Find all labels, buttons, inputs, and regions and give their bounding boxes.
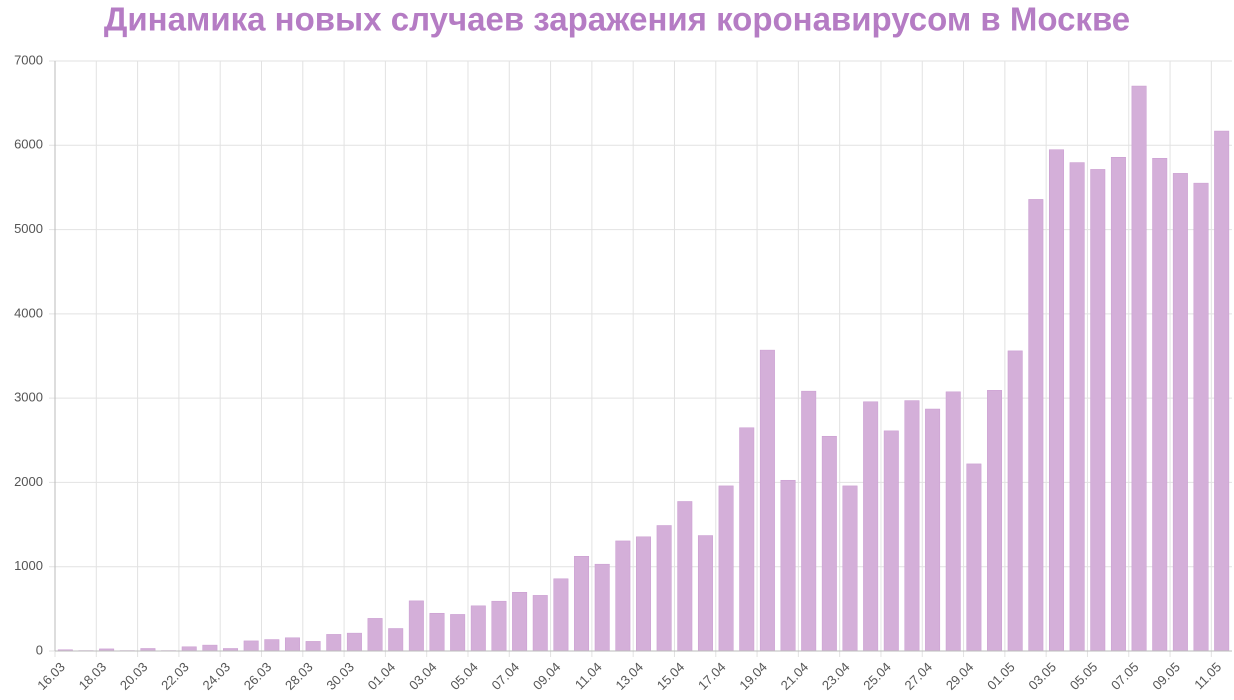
- bar: [1172, 173, 1188, 652]
- bar: [739, 427, 755, 652]
- y-tick-label: 7000: [14, 52, 43, 67]
- bar: [1214, 130, 1230, 652]
- x-tick-label: 01.04: [365, 659, 399, 693]
- bar: [925, 408, 941, 652]
- bar: [202, 644, 218, 652]
- x-tick-label: 05.04: [447, 659, 481, 693]
- x-tick-label: 05.05: [1067, 659, 1101, 693]
- x-tick-label: 27.04: [902, 659, 936, 693]
- y-tick-label: 4000: [14, 305, 43, 320]
- bar: [945, 391, 961, 652]
- bar: [656, 525, 672, 652]
- bar: [408, 600, 424, 652]
- x-tick-label: 11.05: [1191, 659, 1224, 692]
- x-tick-label: 19.04: [736, 659, 770, 693]
- x-tick-label: 07.04: [489, 659, 523, 693]
- x-tick-label: 01.05: [984, 659, 1018, 693]
- bar: [243, 640, 259, 652]
- bar: [450, 614, 466, 652]
- bar: [553, 578, 569, 652]
- x-tick-label: 17.04: [695, 659, 729, 693]
- bar: [346, 632, 362, 652]
- bar: [842, 485, 858, 652]
- bar: [1193, 182, 1209, 652]
- x-tick-label: 21.04: [778, 659, 812, 693]
- bar: [801, 390, 817, 652]
- y-tick-label: 3000: [14, 390, 43, 405]
- bar: [966, 463, 982, 652]
- bar: [780, 479, 796, 652]
- y-tick-label: 0: [36, 642, 43, 657]
- x-tick-label: 07.05: [1108, 659, 1142, 693]
- bar: [697, 535, 713, 652]
- bar: [863, 401, 879, 652]
- bar: [821, 435, 837, 652]
- bar: [1069, 162, 1085, 652]
- bar: [284, 637, 300, 652]
- x-tick-label: 20.03: [117, 659, 151, 693]
- bar: [388, 628, 404, 652]
- bar: [636, 536, 651, 652]
- x-tick-label: 03.04: [406, 659, 440, 693]
- bar: [677, 501, 693, 652]
- bar: [883, 430, 899, 652]
- x-tick-label: 24.03: [199, 659, 233, 693]
- bar: [512, 592, 528, 652]
- bar: [594, 563, 610, 652]
- y-tick-label: 1000: [14, 558, 43, 573]
- x-tick-label: 30.03: [323, 659, 357, 693]
- x-tick-label: 03.05: [1025, 659, 1059, 693]
- bar: [326, 634, 342, 652]
- bar: [1028, 199, 1044, 652]
- x-tick-label: 13.04: [612, 659, 646, 693]
- bar: [305, 641, 321, 652]
- x-tick-label: 29.04: [943, 659, 977, 693]
- bar: [181, 646, 197, 652]
- bar: [429, 612, 445, 652]
- x-tick-label: 15.04: [654, 659, 688, 693]
- chart-title: Динамика новых случаев заражения коронав…: [104, 1, 1130, 38]
- x-tick-label: 11.04: [572, 659, 605, 692]
- bar: [1090, 169, 1106, 652]
- bar: [615, 540, 631, 652]
- x-tick-label: 18.03: [76, 659, 110, 693]
- bar: [1131, 85, 1147, 652]
- x-tick-label: 23.04: [819, 659, 853, 693]
- x-tick-label: 28.03: [282, 659, 316, 693]
- y-tick-label: 5000: [14, 221, 43, 236]
- y-tick-label: 6000: [14, 137, 43, 152]
- bar: [470, 605, 486, 652]
- bar: [759, 349, 775, 652]
- bar: [264, 639, 280, 652]
- x-tick-label: 25.04: [860, 659, 894, 693]
- bar: [718, 485, 734, 652]
- bar: [1007, 350, 1023, 652]
- x-tick-label: 22.03: [158, 659, 192, 693]
- bar: [574, 556, 590, 652]
- bar: [1152, 158, 1168, 652]
- bar: [491, 600, 507, 652]
- bar: [532, 595, 548, 652]
- bar: [987, 390, 1003, 652]
- y-tick-label: 2000: [14, 474, 43, 489]
- x-tick-label: 09.04: [530, 659, 564, 693]
- x-tick-label: 16.03: [34, 659, 68, 693]
- bar: [1049, 149, 1064, 652]
- bar: [904, 400, 920, 652]
- bar: [367, 618, 383, 652]
- x-tick-label: 26.03: [241, 659, 275, 693]
- x-tick-label: 09.05: [1149, 659, 1183, 693]
- bar: [1110, 157, 1126, 652]
